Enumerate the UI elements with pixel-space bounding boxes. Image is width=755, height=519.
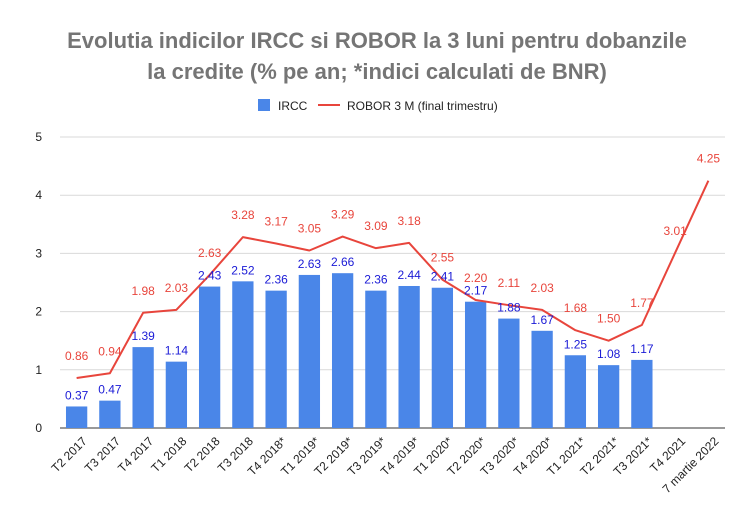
- robor-data-label: 3.28: [231, 208, 255, 222]
- ircc-data-label: 2.17: [464, 284, 488, 298]
- robor-data-label: 2.20: [464, 271, 488, 285]
- x-tick-label: T3 2017: [82, 434, 123, 475]
- y-tick-label: 1: [35, 363, 42, 377]
- ircc-data-label: 1.39: [131, 329, 155, 343]
- robor-data-label: 4.25: [697, 152, 721, 166]
- robor-data-label: 0.86: [65, 349, 89, 363]
- robor-data-label: 3.09: [364, 219, 388, 233]
- y-tick-label: 5: [35, 130, 42, 144]
- robor-data-label: 3.01: [663, 224, 687, 238]
- ircc-bar: [132, 347, 154, 428]
- robor-data-label: 2.03: [530, 281, 554, 295]
- ircc-bar: [99, 400, 121, 428]
- ircc-bar: [165, 361, 188, 428]
- robor-data-label: 0.94: [98, 344, 122, 358]
- ircc-bar: [597, 365, 620, 428]
- ircc-data-label: 2.52: [231, 263, 255, 277]
- robor-data-label: 3.17: [264, 215, 288, 229]
- robor-data-label: 2.11: [498, 276, 521, 290]
- y-tick-label: 0: [35, 421, 42, 435]
- ircc-data-label: 1.17: [630, 342, 654, 356]
- robor-data-label: 2.55: [431, 251, 455, 265]
- ircc-bar: [398, 285, 420, 428]
- ircc-data-label: 0.37: [65, 388, 89, 402]
- ircc-data-label: 2.41: [431, 270, 455, 284]
- ircc-bar: [464, 301, 487, 428]
- ircc-bar: [65, 406, 88, 428]
- robor-data-label: 2.03: [165, 281, 189, 295]
- ircc-bar: [298, 274, 321, 428]
- ircc-data-label: 1.88: [497, 301, 521, 315]
- ircc-bar: [232, 281, 254, 428]
- y-tick-label: 2: [35, 305, 42, 319]
- ircc-bar: [365, 290, 387, 428]
- robor-data-label: 1.50: [597, 312, 621, 326]
- x-tick-label: T4 2017: [115, 434, 156, 475]
- legend-bar-label: IRCC: [278, 99, 308, 113]
- ircc-data-label: 2.44: [397, 268, 421, 282]
- x-tick-label: T1 2018: [148, 434, 189, 475]
- y-axis-ticks: 0 1 2 3 4 5: [35, 130, 42, 435]
- ircc-data-label: 2.63: [298, 257, 322, 271]
- y-tick-label: 3: [35, 246, 42, 260]
- ircc-bar: [531, 330, 553, 428]
- ircc-bar: [265, 290, 287, 428]
- ircc-data-label: 0.47: [98, 383, 122, 397]
- ircc-data-label: 1.25: [564, 337, 588, 351]
- robor-series-line: [76, 180, 710, 379]
- legend-bar-swatch: [258, 99, 270, 111]
- ircc-bar: [331, 273, 354, 428]
- data-labels: 0.37 0.47 1.39 1.14 2.43 2.52 2.36 2.63 2.66 2.36…: [65, 152, 720, 403]
- ircc-bar: [198, 286, 221, 428]
- x-tick-label: T2 2018: [182, 434, 223, 475]
- ircc-bars: [65, 273, 653, 428]
- chart-title-line-2: la credite (% pe an; *indici calculati d…: [147, 59, 607, 84]
- legend-line-label: ROBOR 3 M (final trimestru): [347, 99, 498, 113]
- robor-data-label: 3.05: [298, 221, 322, 235]
- robor-line: [76, 180, 710, 379]
- robor-data-label: 3.29: [331, 208, 355, 222]
- robor-data-label: 1.68: [564, 301, 588, 315]
- ircc-data-label: 2.66: [331, 255, 355, 269]
- ircc-bar: [631, 359, 653, 428]
- robor-data-label: 3.18: [397, 214, 421, 228]
- ircc-data-label: 1.14: [165, 344, 189, 358]
- ircc-data-label: 2.43: [198, 269, 222, 283]
- chart-title-line-1: Evolutia indicilor IRCC si ROBOR la 3 lu…: [67, 28, 687, 53]
- ircc-bar: [564, 355, 587, 428]
- ircc-data-label: 2.36: [264, 273, 288, 287]
- ircc-data-label: 1.08: [597, 347, 621, 361]
- ircc-data-label: 1.67: [530, 313, 554, 327]
- robor-data-label: 2.63: [198, 246, 222, 260]
- y-tick-label: 4: [35, 188, 42, 202]
- ircc-data-label: 2.36: [364, 273, 388, 287]
- robor-data-label: 1.77: [630, 296, 654, 310]
- x-tick-label: T2 2017: [49, 434, 90, 475]
- ircc-bar: [431, 287, 454, 428]
- grid-lines: [60, 136, 725, 429]
- legend: IRCC ROBOR 3 M (final trimestru): [258, 99, 498, 113]
- robor-data-label: 1.98: [131, 284, 155, 298]
- ircc-bar: [498, 318, 520, 428]
